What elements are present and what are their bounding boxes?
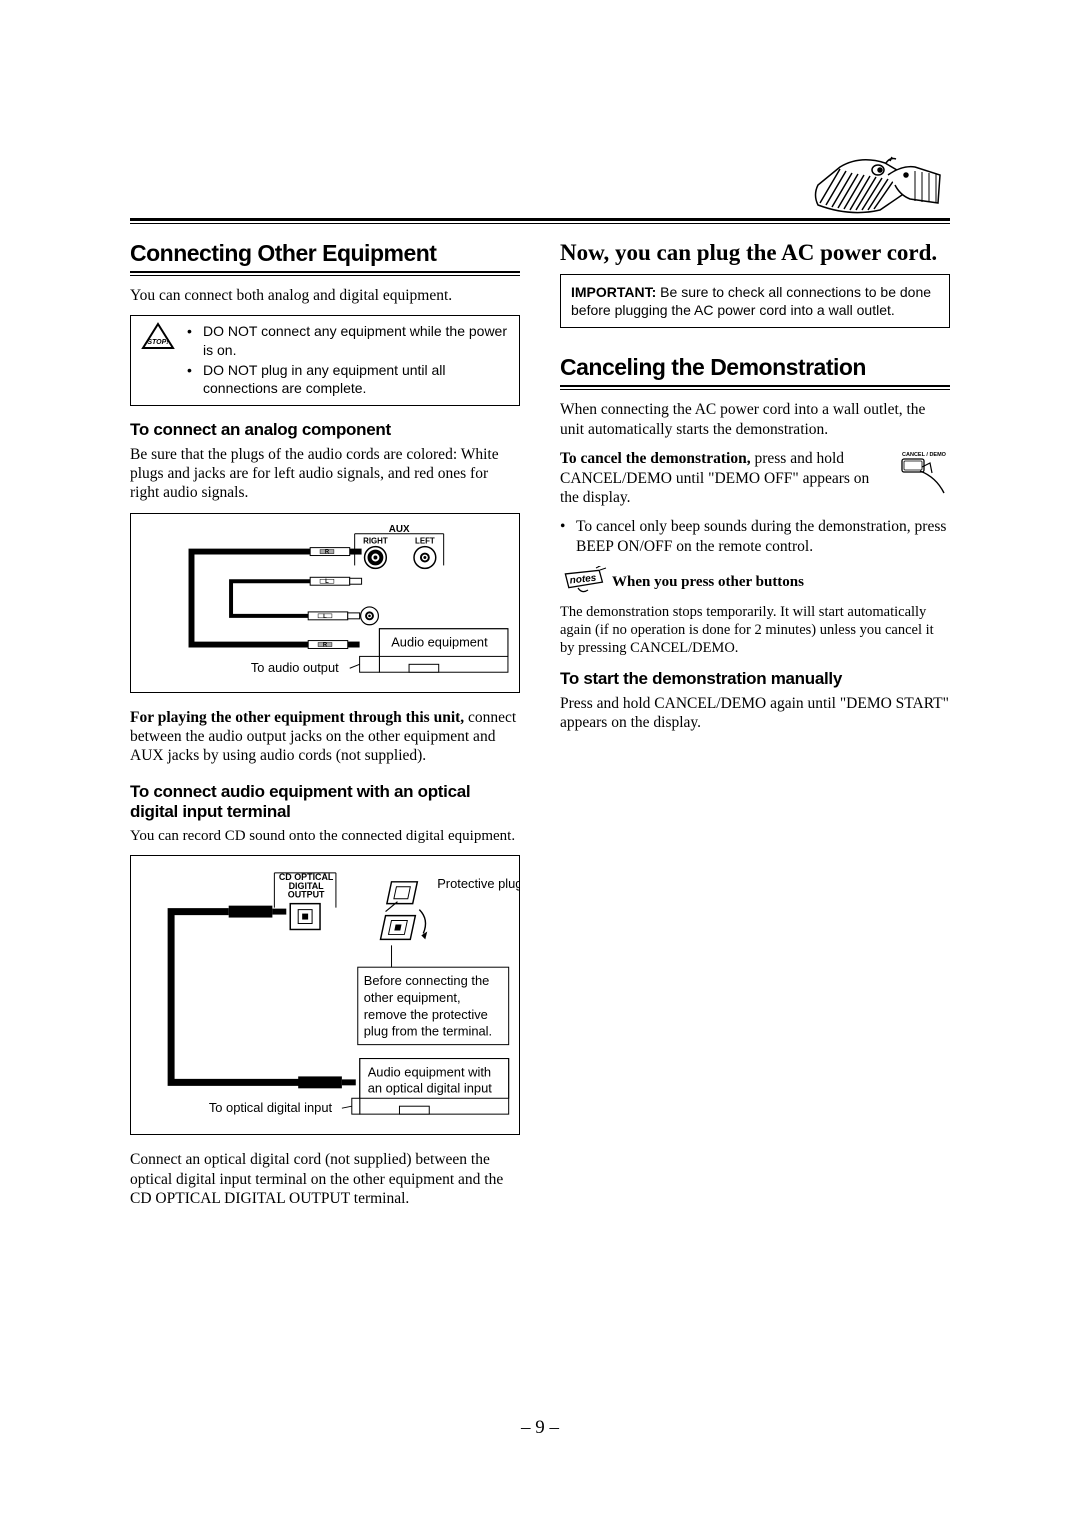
left-label: LEFT: [415, 536, 435, 545]
analog-after: For playing the other equipment through …: [130, 708, 520, 766]
svg-text:notes: notes: [569, 573, 597, 587]
warning-2: DO NOT plug in any equipment until all c…: [203, 361, 511, 397]
left-column: Connecting Other Equipment You can conne…: [130, 240, 520, 1218]
cancel-title: Canceling the Demonstration: [560, 354, 950, 381]
analog-body: Be sure that the plugs of the audio cord…: [130, 445, 520, 503]
connecting-title: Connecting Other Equipment: [130, 240, 520, 267]
title-rule: [130, 271, 520, 276]
r-plug-1: R: [325, 549, 330, 555]
plug-title: Now, you can plug the AC power cord.: [560, 240, 950, 266]
to-optical-label: To optical digital input: [209, 1100, 333, 1115]
analog-heading: To connect an analog component: [130, 420, 520, 440]
notes-title: When you press other buttons: [612, 574, 804, 590]
radio-cartoon-art: [810, 155, 950, 215]
cancel-demo-button-art: CANCEL / DEMO: [896, 449, 952, 497]
optical-diagram: CD OPTICAL DIGITAL OUTPUT: [130, 855, 520, 1135]
connecting-intro: You can connect both analog and digital …: [130, 286, 520, 305]
warning-1: DO NOT connect any equipment while the p…: [203, 322, 511, 358]
notes-body: The demonstration stops temporarily. It …: [560, 603, 950, 657]
analog-diagram: AUX RIGHT LEFT R L L: [130, 513, 520, 693]
title-rule-2: [560, 385, 950, 390]
cancel-bullet-text: To cancel only beep sounds during the de…: [576, 517, 950, 556]
optical-body: You can record CD sound onto the connect…: [130, 827, 520, 846]
l-plug-2: L: [323, 613, 327, 619]
warning-box: STOP! •DO NOT connect any equipment whil…: [130, 315, 520, 406]
cancel-demo-label: CANCEL / DEMO: [902, 452, 947, 458]
important-bold: IMPORTANT:: [571, 284, 656, 300]
optical-heading: To connect audio equipment with an optic…: [130, 782, 520, 823]
notes-row: notes When you press other buttons: [560, 566, 950, 599]
cancel-para: To cancel the demonstration, press and h…: [560, 449, 950, 507]
before-connecting-text: Before connecting the other equipment, r…: [364, 973, 505, 1040]
important-box: IMPORTANT: Be sure to check all connecti…: [560, 274, 950, 328]
stop-icon: STOP!: [139, 322, 177, 399]
start-body: Press and hold CANCEL/DEMO again until "…: [560, 694, 950, 733]
cancel-bold: To cancel the demonstration,: [560, 450, 751, 467]
output-label: OUTPUT: [288, 890, 325, 900]
audio-equip-optical: Audio equipment with an optical digital …: [368, 1065, 507, 1097]
cancel-bullet: •To cancel only beep sounds during the d…: [560, 517, 950, 556]
r-plug-2: R: [323, 642, 328, 648]
analog-after-bold: For playing the other equipment through …: [130, 709, 464, 726]
start-heading: To start the demonstration manually: [560, 669, 950, 689]
to-audio-output: To audio output: [251, 660, 339, 675]
cancel-intro: When connecting the AC power cord into a…: [560, 400, 950, 439]
page-top-rule: [130, 218, 950, 224]
page-number: – 9 –: [0, 1417, 1080, 1439]
right-column: Now, you can plug the AC power cord. IMP…: [560, 240, 950, 1218]
right-label: RIGHT: [363, 536, 388, 545]
optical-after: Connect an optical digital cord (not sup…: [130, 1150, 520, 1208]
aux-label: AUX: [389, 523, 410, 534]
protective-plug-label: Protective plug: [437, 876, 520, 891]
l-plug-1: L: [325, 579, 329, 585]
audio-equipment-label: Audio equipment: [391, 634, 488, 649]
svg-text:STOP!: STOP!: [147, 339, 169, 346]
notes-icon: notes: [560, 566, 608, 599]
